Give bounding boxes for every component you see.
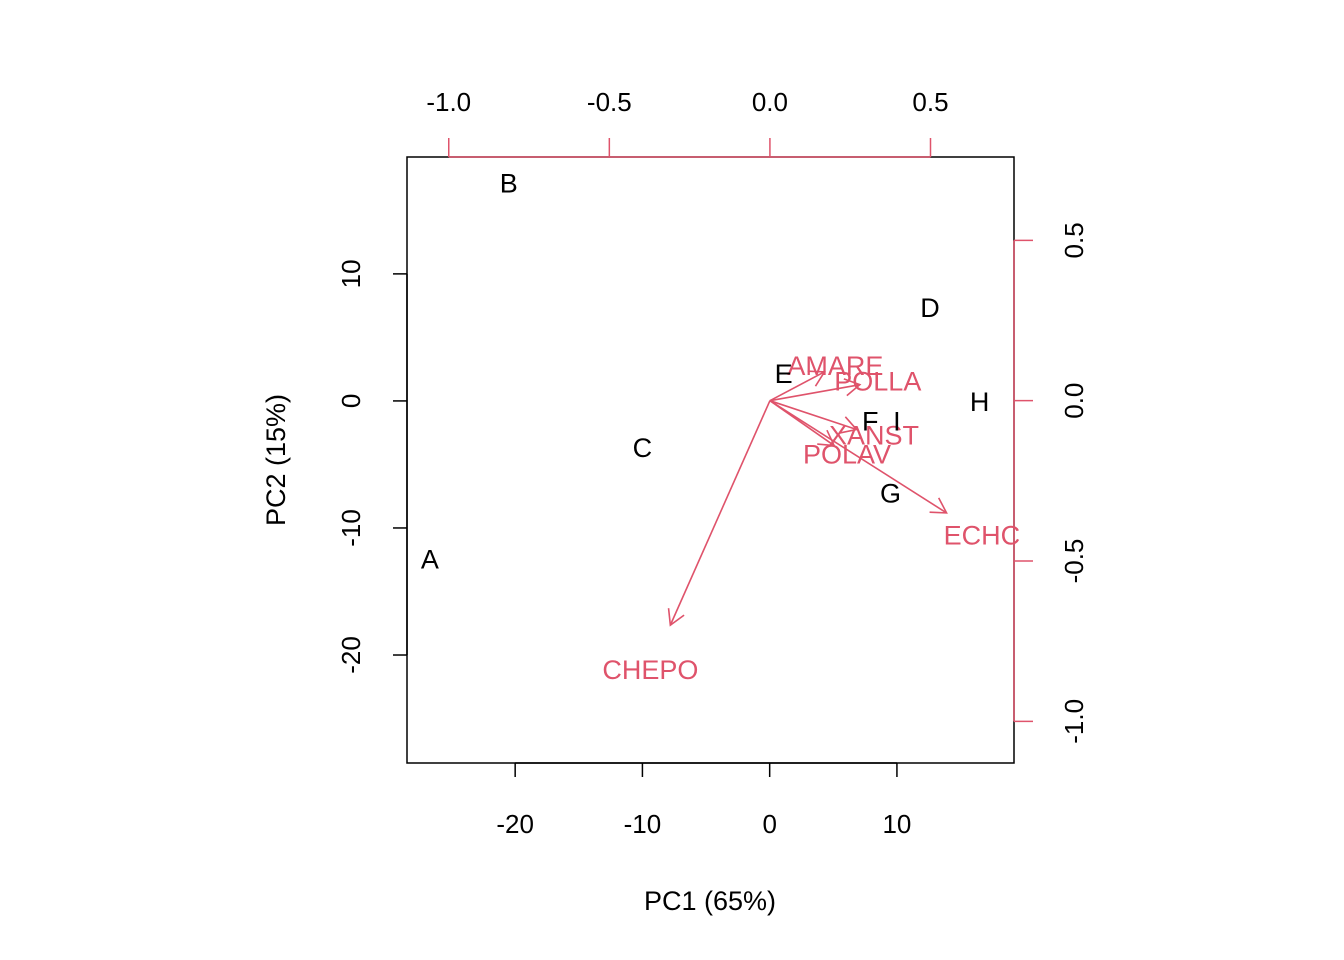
- top-axis: -1.0 -0.5 0.0 0.5: [426, 87, 949, 158]
- x-tick-label-3: 10: [882, 809, 911, 839]
- bottom-axis: -20 -10 0 10: [496, 762, 911, 839]
- y-tick-label-3: 10: [336, 259, 366, 288]
- y-axis-label: PC2 (15%): [261, 394, 291, 526]
- top-tick-label-3: 0.5: [912, 87, 948, 117]
- arrow-polla: [769, 383, 860, 402]
- left-axis: -20 -10 0 10: [336, 259, 408, 674]
- right-tick-label-0: -1.0: [1059, 699, 1089, 744]
- y-tick-label-0: -20: [336, 636, 366, 674]
- variable-label-polav: POLAV: [803, 440, 891, 470]
- x-tick-label-2: 0: [762, 809, 776, 839]
- variable-label-polla: POLLA: [834, 366, 921, 396]
- right-axis: -1.0 -0.5 0.0 0.5: [1013, 222, 1089, 744]
- arrowhead-echc: [929, 497, 948, 514]
- observation-labels: A B C D E F I G H: [421, 169, 989, 575]
- right-tick-label-3: 0.5: [1059, 222, 1089, 258]
- observation-label-e: E: [775, 359, 793, 389]
- arrowhead-polav: [817, 429, 836, 447]
- plot-frame: [406, 156, 1015, 764]
- observation-label-f: F: [862, 406, 879, 436]
- observation-label-d: D: [920, 293, 940, 323]
- observation-label-b: B: [500, 169, 518, 199]
- arrow-amare: [769, 371, 825, 402]
- x-tick-label-1: -10: [624, 809, 662, 839]
- variable-label-xanst: XANST: [829, 420, 919, 450]
- top-tick-label-0: -1.0: [426, 87, 471, 117]
- right-tick-label-1: -0.5: [1059, 539, 1089, 584]
- observation-label-c: C: [633, 433, 653, 463]
- top-tick-label-1: -0.5: [587, 87, 632, 117]
- y-tick-label-1: -10: [336, 509, 366, 547]
- arrow-chepo: [669, 400, 771, 626]
- variable-label-echc: ECHC: [944, 520, 1021, 550]
- observation-label-h: H: [970, 387, 990, 417]
- arrowhead-xanst: [839, 416, 859, 434]
- x-tick-label-0: -20: [496, 809, 534, 839]
- arrowhead-chepo: [667, 608, 685, 627]
- y-tick-label-2: 0: [336, 394, 366, 408]
- variable-label-amare: AMARE: [787, 351, 883, 381]
- observation-label-a: A: [421, 545, 439, 575]
- arrowhead-amare: [807, 370, 826, 387]
- top-tick-label-2: 0.0: [752, 87, 788, 117]
- arrow-echc: [769, 400, 947, 514]
- arrowhead-polla: [843, 378, 862, 397]
- variable-arrows: [667, 370, 948, 627]
- arrow-xanst: [769, 399, 857, 431]
- observation-label-g: G: [880, 479, 901, 509]
- right-tick-label-2: 0.0: [1059, 383, 1089, 419]
- variable-label-chepo: CHEPO: [602, 655, 698, 685]
- x-axis-label: PC1 (65%): [644, 886, 776, 916]
- observation-label-i: I: [893, 406, 901, 436]
